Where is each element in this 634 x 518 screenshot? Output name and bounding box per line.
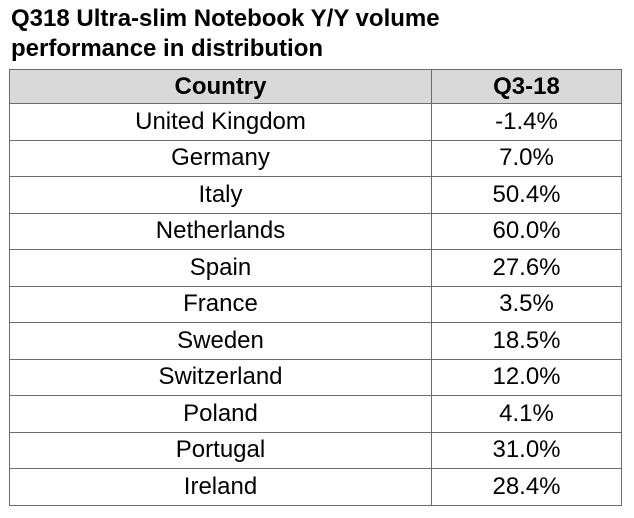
value-cell: 50.4% bbox=[431, 176, 622, 214]
chart-title-line-2: performance in distribution bbox=[11, 35, 324, 62]
country-cell: Poland bbox=[9, 395, 432, 433]
country-cell: Germany bbox=[9, 139, 432, 177]
value-cell: 3.5% bbox=[431, 285, 622, 323]
country-cell: Ireland bbox=[9, 468, 432, 506]
country-cell: United Kingdom bbox=[9, 103, 432, 141]
table-row: United Kingdom -1.4% bbox=[9, 103, 622, 141]
value-cell: 28.4% bbox=[431, 468, 622, 506]
table-row: Netherlands 60.0% bbox=[9, 212, 622, 250]
country-cell: Sweden bbox=[9, 322, 432, 360]
value-cell: 4.1% bbox=[431, 395, 622, 433]
table-body: United Kingdom -1.4% Germany 7.0% Italy 50.4%… bbox=[9, 103, 622, 506]
chart-title-line-1: Q318 Ultra-slim Notebook Y/Y volume bbox=[11, 5, 440, 32]
country-cell: Portugal bbox=[9, 431, 432, 469]
table-row: Germany 7.0% bbox=[9, 139, 622, 177]
table-row: Switzerland 12.0% bbox=[9, 358, 622, 396]
value-cell: 12.0% bbox=[431, 358, 622, 396]
value-cell: 27.6% bbox=[431, 249, 622, 287]
table-header-row: Country Q3-18 bbox=[9, 69, 622, 104]
value-cell: 7.0% bbox=[431, 139, 622, 177]
country-cell: France bbox=[9, 285, 432, 323]
column-header-country: Country bbox=[9, 69, 432, 104]
country-cell: Italy bbox=[9, 176, 432, 214]
table-row: Ireland 28.4% bbox=[9, 468, 622, 506]
country-cell: Switzerland bbox=[9, 358, 432, 396]
value-cell: 18.5% bbox=[431, 322, 622, 360]
data-table: Country Q3-18 United Kingdom -1.4% Germany… bbox=[9, 69, 622, 506]
table-row: Portugal 31.0% bbox=[9, 431, 622, 469]
value-cell: 31.0% bbox=[431, 431, 622, 469]
table-row: Poland 4.1% bbox=[9, 395, 622, 433]
column-header-q3-18: Q3-18 bbox=[431, 69, 622, 104]
value-cell: -1.4% bbox=[431, 103, 622, 141]
country-cell: Spain bbox=[9, 249, 432, 287]
country-cell: Netherlands bbox=[9, 212, 432, 250]
table-row: France 3.5% bbox=[9, 285, 622, 323]
table-row: Spain 27.6% bbox=[9, 249, 622, 287]
table-row: Italy 50.4% bbox=[9, 176, 622, 214]
value-cell: 60.0% bbox=[431, 212, 622, 250]
table-row: Sweden 18.5% bbox=[9, 322, 622, 360]
chart-title: Q318 Ultra-slim Notebook Y/Y volume perf… bbox=[11, 4, 621, 64]
